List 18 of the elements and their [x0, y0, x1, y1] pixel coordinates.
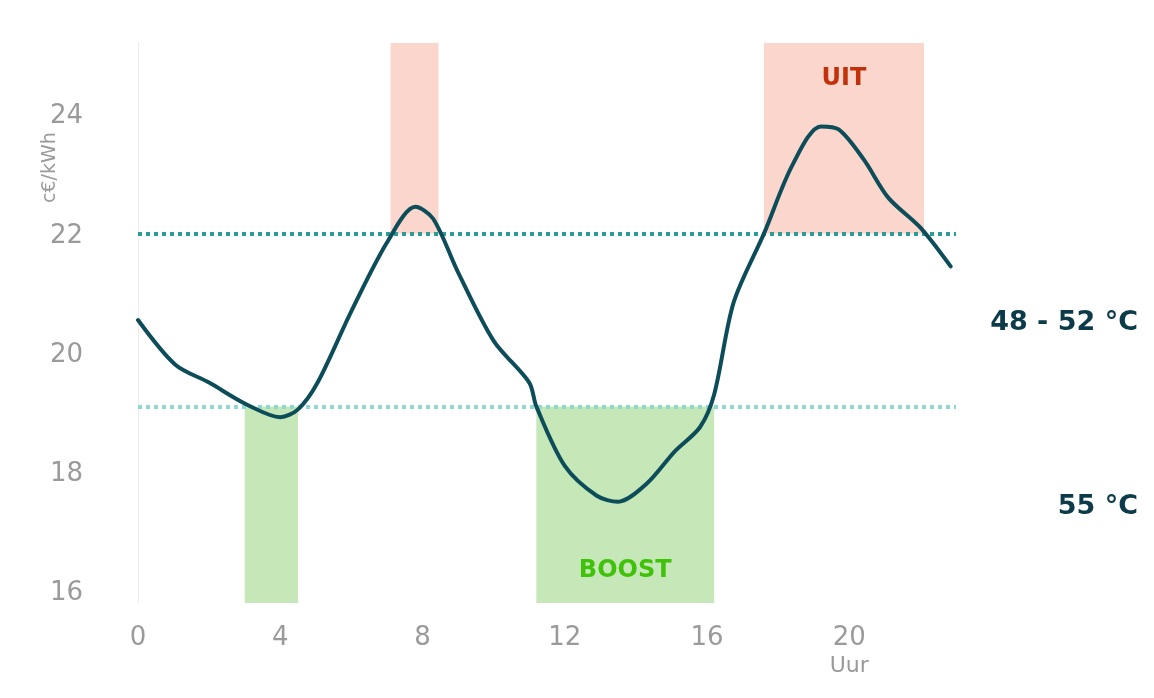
y-tick-label: 20	[49, 337, 83, 368]
x-tick-label: 16	[690, 621, 724, 651]
y-tick-label: 22	[49, 218, 83, 249]
x-tick-label: 4	[271, 621, 289, 651]
x-axis-title: Uur	[829, 651, 870, 677]
y-tick-label: 24	[49, 99, 83, 130]
y-tick-label: 16	[49, 576, 83, 607]
x-tick-label: 12	[548, 621, 582, 651]
band-label: UIT	[821, 63, 867, 91]
x-tick-label: 8	[414, 621, 431, 651]
text: 55 °C	[1057, 489, 1138, 521]
x-tick-label: 0	[129, 621, 147, 651]
y-tick-label: 18	[49, 456, 83, 487]
band-label: BOOST	[578, 555, 673, 583]
x-tick-label: 20	[832, 621, 866, 651]
y-axis-title: c€/kWh	[36, 132, 59, 203]
line-series	[136, 124, 953, 504]
text: 48 - 52 °C	[990, 304, 1138, 336]
